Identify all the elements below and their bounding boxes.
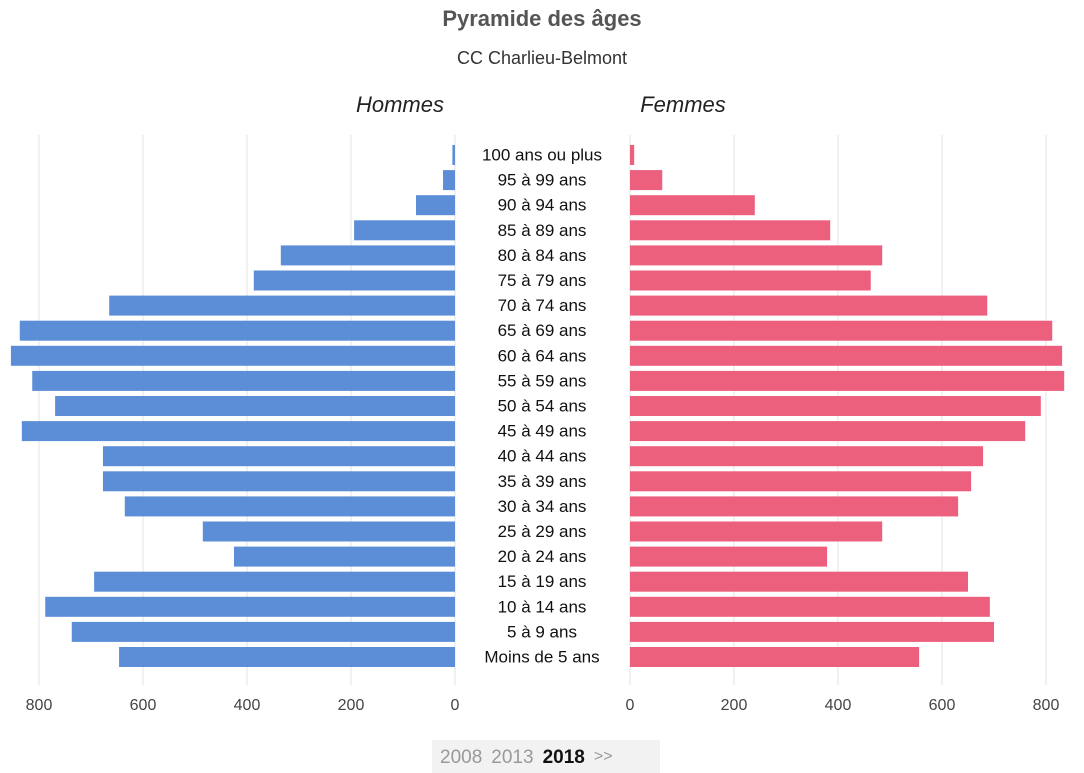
bar	[630, 521, 883, 542]
bar	[443, 170, 455, 191]
period-link[interactable]: 2013	[491, 747, 533, 768]
category-label: 40 à 44 ans	[498, 447, 587, 466]
bar	[109, 295, 455, 316]
category-label: 20 à 24 ans	[498, 547, 587, 566]
period-link[interactable]: 2008	[440, 747, 482, 768]
x-tick-label: 800	[26, 697, 53, 714]
category-label: 80 à 84 ans	[498, 246, 587, 265]
bar	[354, 220, 455, 241]
bar	[94, 571, 456, 592]
next-link[interactable]: >>	[594, 748, 613, 765]
bar	[630, 471, 972, 492]
x-tick-label: 200	[338, 697, 365, 714]
series-label: Femmes	[640, 92, 726, 117]
category-label: 70 à 74 ans	[498, 296, 587, 315]
bar	[32, 370, 456, 391]
bar	[630, 170, 663, 191]
bar	[124, 496, 456, 517]
bar	[10, 345, 455, 366]
category-label: 25 à 29 ans	[498, 522, 587, 541]
bar	[630, 571, 968, 592]
bar	[45, 596, 456, 617]
bar	[630, 345, 1063, 366]
period-bar	[432, 740, 660, 773]
category-label: 50 à 54 ans	[498, 396, 587, 415]
bar	[71, 621, 455, 642]
category-label: 35 à 39 ans	[498, 472, 587, 491]
bar	[630, 145, 635, 165]
bar	[630, 220, 831, 241]
bar	[630, 320, 1053, 341]
category-label: 30 à 34 ans	[498, 497, 587, 516]
category-label: 15 à 19 ans	[498, 572, 587, 591]
category-label: 10 à 14 ans	[498, 597, 587, 616]
x-tick-label: 400	[234, 697, 261, 714]
bar	[202, 521, 455, 542]
bar	[102, 471, 456, 492]
bar	[630, 270, 871, 291]
bar	[416, 195, 455, 216]
bar	[630, 370, 1065, 391]
bar	[630, 596, 990, 617]
category-label: 90 à 94 ans	[498, 196, 587, 215]
bar	[630, 446, 984, 467]
bar	[19, 320, 455, 341]
bar	[630, 546, 828, 567]
bar	[630, 396, 1041, 416]
bar	[55, 396, 456, 416]
x-tick-label: 800	[1033, 697, 1060, 714]
category-label: 65 à 69 ans	[498, 321, 587, 340]
x-tick-label: 600	[929, 697, 956, 714]
category-label: 5 à 9 ans	[507, 622, 577, 641]
category-label: 60 à 64 ans	[498, 346, 587, 365]
series-label: Hommes	[356, 92, 444, 117]
category-label: 45 à 49 ans	[498, 422, 587, 441]
chart-title: Pyramide des âges	[442, 6, 641, 31]
chart-subtitle: CC Charlieu-Belmont	[457, 48, 627, 68]
x-tick-label: 600	[130, 697, 157, 714]
category-label: 100 ans ou plus	[482, 145, 602, 164]
bar	[630, 245, 883, 266]
bar	[253, 270, 455, 291]
category-label: 85 à 89 ans	[498, 221, 587, 240]
category-label: 55 à 59 ans	[498, 371, 587, 390]
bar	[630, 647, 920, 667]
bar	[102, 446, 456, 467]
period-link[interactable]: 2018	[543, 747, 585, 768]
bar	[630, 621, 994, 642]
bar	[630, 496, 959, 517]
category-label: Moins de 5 ans	[484, 647, 599, 666]
x-tick-label: 0	[626, 697, 635, 714]
x-tick-label: 0	[451, 697, 460, 714]
bar	[630, 421, 1026, 442]
bar	[280, 245, 455, 266]
bar	[119, 647, 455, 667]
bar	[234, 546, 455, 567]
category-label: 75 à 79 ans	[498, 271, 587, 290]
x-tick-label: 400	[825, 697, 852, 714]
bar	[630, 195, 755, 216]
x-tick-label: 200	[721, 697, 748, 714]
category-label: 95 à 99 ans	[498, 171, 587, 190]
bar	[630, 295, 988, 316]
bar	[21, 421, 456, 442]
bar	[452, 145, 455, 165]
